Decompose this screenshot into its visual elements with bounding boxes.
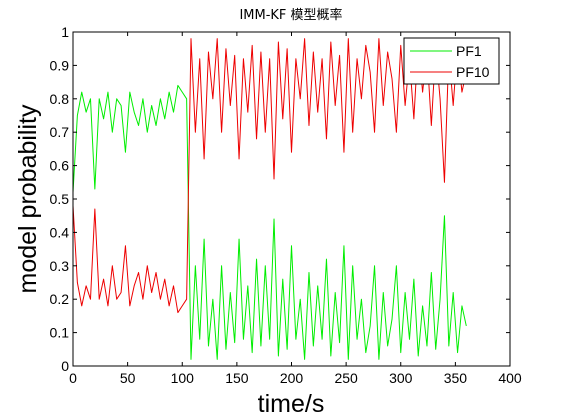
x-tick-label: 100	[171, 370, 195, 386]
y-tick-label: 0	[61, 358, 69, 374]
y-tick-label: 1	[61, 24, 69, 40]
chart-title: IMM-KF 模型概率	[239, 7, 342, 23]
legend-label-pf10: PF10	[456, 64, 490, 80]
series-line-pf10	[72, 38, 467, 314]
y-tick-label: 0.6	[50, 158, 70, 174]
x-tick-label: 200	[280, 370, 304, 386]
x-tick-label: 400	[498, 370, 522, 386]
y-axis-title: model probability	[14, 104, 42, 293]
plot-area	[73, 32, 510, 366]
ticks-layer: 0 50 100 150 200 250 300 350 400 0 0.1 0.2 0.3 0.4 0.5…	[50, 24, 522, 386]
y-tick-label: 0.2	[50, 291, 70, 307]
y-tick-label: 0.5	[50, 191, 70, 207]
series-layer	[72, 38, 467, 360]
y-tick-label: 0.1	[50, 325, 70, 341]
y-tick-label: 0.8	[50, 91, 70, 107]
legend-box	[403, 37, 500, 85]
x-tick-label: 350	[444, 370, 468, 386]
legend: PF1 PF10	[403, 37, 500, 85]
y-tick-label: 0.4	[50, 224, 70, 240]
series-line-pf1	[72, 84, 467, 360]
x-tick-label: 0	[69, 370, 77, 386]
x-axis-title: time/s	[258, 390, 325, 418]
y-tick-label: 0.3	[50, 258, 70, 274]
y-tick-label: 0.7	[50, 124, 70, 140]
legend-label-pf1: PF1	[456, 43, 482, 59]
x-tick-label: 50	[120, 370, 136, 386]
x-tick-label: 250	[334, 370, 358, 386]
x-tick-label: 300	[389, 370, 413, 386]
x-tick-label: 150	[225, 370, 249, 386]
y-tick-label: 0.9	[50, 57, 70, 73]
